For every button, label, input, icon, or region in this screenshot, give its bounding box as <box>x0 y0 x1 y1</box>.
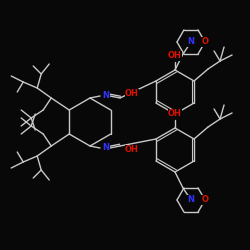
Text: N: N <box>102 92 110 100</box>
Text: N: N <box>188 196 194 204</box>
Text: N: N <box>188 38 194 46</box>
Text: OH: OH <box>168 110 182 118</box>
Text: OH: OH <box>168 52 182 60</box>
Text: OH: OH <box>125 146 139 154</box>
Text: O: O <box>202 196 208 204</box>
Text: OH: OH <box>125 90 139 98</box>
Text: O: O <box>202 38 208 46</box>
Text: N: N <box>102 144 110 152</box>
